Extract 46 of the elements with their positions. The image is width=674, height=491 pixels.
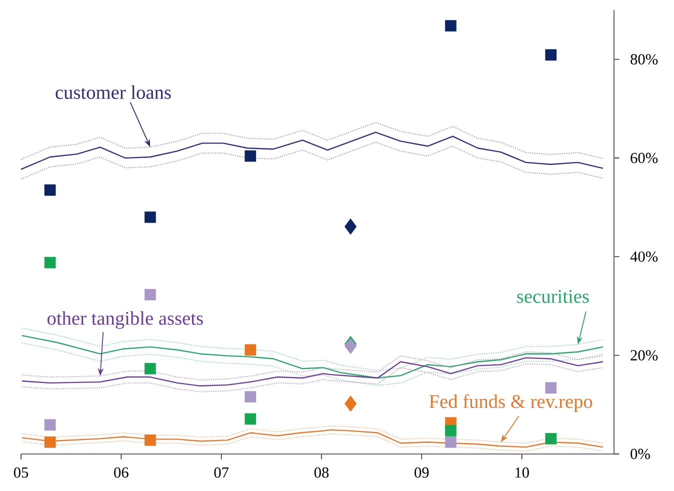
point bbox=[44, 184, 56, 196]
point bbox=[244, 413, 256, 425]
line-series bbox=[20, 122, 604, 160]
annotation: securities bbox=[517, 290, 589, 303]
point bbox=[44, 256, 56, 268]
y-tick-label: 0% bbox=[630, 448, 650, 460]
line-series bbox=[21, 357, 604, 387]
point bbox=[445, 425, 456, 436]
point bbox=[44, 419, 56, 431]
annotation: Fed funds & rev.repo bbox=[429, 394, 592, 412]
annotation: other tangible assets bbox=[47, 311, 203, 329]
x-tick-label: 06 bbox=[114, 467, 128, 478]
point bbox=[545, 49, 557, 61]
line-series bbox=[20, 142, 604, 180]
point bbox=[545, 382, 557, 394]
x-tick-label: 08 bbox=[314, 467, 329, 478]
y-tick-label: 40% bbox=[630, 251, 658, 262]
line-series bbox=[22, 363, 604, 392]
point bbox=[144, 434, 156, 446]
x-tick-label: 07 bbox=[214, 467, 229, 478]
y-tick-label: 80% bbox=[630, 54, 658, 65]
point bbox=[44, 436, 56, 448]
line-series bbox=[21, 429, 604, 448]
point bbox=[244, 150, 256, 162]
x-tick-label: 09 bbox=[414, 467, 429, 478]
point bbox=[244, 344, 256, 356]
point bbox=[545, 433, 557, 444]
point bbox=[344, 218, 357, 235]
y-tick-label: 20% bbox=[630, 350, 658, 361]
point bbox=[344, 396, 357, 412]
line-series bbox=[22, 328, 604, 372]
annotation: customer loans bbox=[56, 85, 171, 99]
point bbox=[144, 288, 156, 300]
point bbox=[445, 20, 456, 32]
line-series bbox=[22, 433, 604, 452]
line-series bbox=[22, 342, 604, 386]
point bbox=[144, 362, 156, 374]
point bbox=[144, 212, 156, 223]
point bbox=[445, 436, 456, 448]
y-tick-label: 60% bbox=[630, 152, 658, 164]
point bbox=[244, 391, 256, 402]
x-tick-label: 05 bbox=[14, 467, 28, 478]
line-series bbox=[20, 132, 604, 170]
line-series bbox=[21, 334, 604, 379]
line-series bbox=[22, 351, 604, 380]
x-tick-label: 10 bbox=[516, 467, 529, 478]
